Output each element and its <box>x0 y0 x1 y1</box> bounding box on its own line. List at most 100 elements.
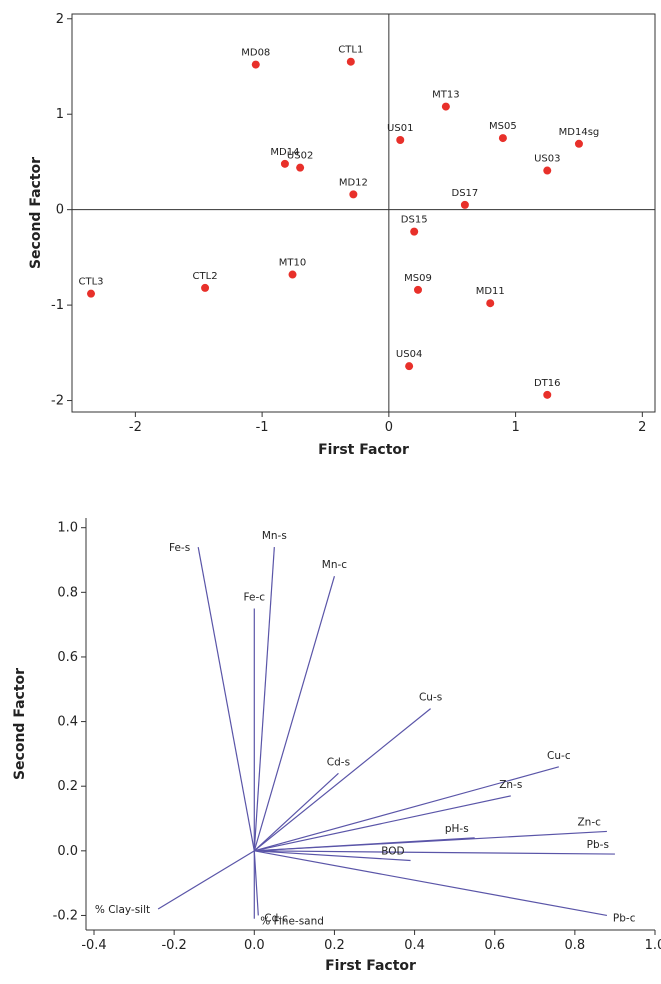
vector-mn-s <box>253 547 275 851</box>
y-tick-label: 0.6 <box>57 650 78 665</box>
x-tick-label: 2 <box>638 420 646 435</box>
point-label-md12: MD12 <box>339 177 368 188</box>
vector-label-cd-s: Cd-s <box>327 756 350 768</box>
vector-fe-s <box>197 546 255 851</box>
point-md08 <box>251 60 260 69</box>
point-label-us01: US01 <box>387 123 413 134</box>
vector-label-cu-c: Cu-c <box>547 750 571 762</box>
y-axis-title: Second Factor <box>28 157 44 269</box>
y-tick-label: -2 <box>51 394 64 409</box>
point-us03 <box>543 166 552 175</box>
y-tick-label: 0.0 <box>57 844 78 859</box>
y-tick-label: -0.2 <box>53 908 78 923</box>
x-tick-label: 0.0 <box>244 938 265 953</box>
y-tick-label: 0.2 <box>57 779 78 794</box>
point-label-ctl3: CTL3 <box>78 277 103 288</box>
point-ms09 <box>413 285 422 294</box>
vector-zn-s <box>254 795 511 852</box>
x-tick-label: -0.2 <box>161 938 186 953</box>
point-md11 <box>486 299 495 308</box>
vector-label-pb-s: Pb-s <box>587 839 609 851</box>
x-tick-label: -0.4 <box>81 938 106 953</box>
point-ms05 <box>498 134 507 143</box>
vector-label-ph-s: pH-s <box>445 823 469 835</box>
vector-label-cd-c: Cd-c <box>264 912 288 924</box>
x-tick-label: 0.4 <box>404 938 425 953</box>
vector-label-fe-c: Fe-c <box>244 591 266 603</box>
y-axis-title: Second Factor <box>12 668 28 780</box>
x-axis-title: First Factor <box>318 442 409 458</box>
point-label-md14: MD14 <box>270 147 299 158</box>
point-ctl1 <box>346 57 355 66</box>
vector-mn-c <box>253 575 336 851</box>
vector-pb-c <box>254 850 608 917</box>
point-md14sg <box>574 139 583 148</box>
vector-label-zn-c: Zn-c <box>577 816 601 828</box>
point-label-us03: US03 <box>534 154 560 165</box>
factor-loading-biplot: -0.4-0.20.00.20.40.60.81.0-0.20.00.20.40… <box>12 518 661 974</box>
point-label-ds17: DS17 <box>452 188 479 199</box>
point-label-mt13: MT13 <box>432 90 459 101</box>
point-us01 <box>396 135 405 144</box>
y-tick-label: -1 <box>51 298 64 313</box>
point-label-ctl1: CTL1 <box>338 45 363 56</box>
point-label-us02: US02 <box>287 151 313 162</box>
x-tick-label: 0 <box>385 420 393 435</box>
y-tick-label: 0.8 <box>57 585 78 600</box>
point-dt16 <box>543 390 552 399</box>
x-tick-label: 0.6 <box>484 938 505 953</box>
vector-ph-s <box>254 837 475 852</box>
point-label-ms09: MS09 <box>404 273 432 284</box>
point-us02 <box>296 163 305 172</box>
point-label-dt16: DT16 <box>534 378 561 389</box>
vector-label-cu-s: Cu-s <box>419 692 442 704</box>
point-md14 <box>280 159 289 168</box>
vector-label-zn-s: Zn-s <box>499 779 522 791</box>
point-label-ds15: DS15 <box>401 215 428 226</box>
vector-label-fe-s: Fe-s <box>169 542 190 554</box>
point-label-us04: US04 <box>396 349 422 360</box>
x-tick-label: -1 <box>256 420 269 435</box>
y-tick-label: 0 <box>56 203 64 218</box>
x-axis-title: First Factor <box>325 958 416 974</box>
x-tick-label: 0.8 <box>565 938 586 953</box>
point-ctl3 <box>87 289 96 298</box>
point-label-md08: MD08 <box>241 48 270 59</box>
y-tick-label: 1 <box>56 107 64 122</box>
vector-pct-clay-silt <box>157 850 255 910</box>
vector-label-pb-c: Pb-c <box>613 912 636 924</box>
y-tick-label: 1.0 <box>57 521 78 536</box>
y-tick-label: 2 <box>56 12 64 27</box>
point-mt13 <box>441 102 450 111</box>
vector-label-pct-fine-sand: % Fine-sand <box>260 916 324 928</box>
vector-pb-s <box>254 850 615 855</box>
vector-cd-s <box>253 772 339 852</box>
vector-label-mn-c: Mn-c <box>322 559 348 571</box>
factor-score-scatter-plot: -2 -1 0 1 2 -2 -1 0 1 2 First Factor Second Factor M… <box>28 12 656 458</box>
point-ds17 <box>460 200 469 209</box>
x-tick-label: 1 <box>511 420 519 435</box>
point-ctl2 <box>201 283 210 292</box>
point-ds15 <box>410 227 419 236</box>
vector-label-pct-clay-silt: % Clay-silt <box>95 904 150 916</box>
point-label-ctl2: CTL2 <box>193 271 218 282</box>
point-mt10 <box>288 270 297 279</box>
point-label-ms05: MS05 <box>489 121 517 132</box>
vector-label-mn-s: Mn-s <box>262 530 287 542</box>
x-tick-label: 1.0 <box>645 938 661 953</box>
plot-frame <box>71 13 656 413</box>
vector-cu-c <box>254 766 559 852</box>
point-label-md14sg: MD14sg <box>559 127 600 138</box>
vector-cu-s <box>253 708 431 852</box>
vector-bod <box>254 850 411 862</box>
point-label-md11: MD11 <box>476 286 505 297</box>
y-tick-label: 0.4 <box>57 715 78 730</box>
point-label-mt10: MT10 <box>279 258 306 269</box>
vector-label-bod: BOD <box>381 846 404 858</box>
x-tick-label: -2 <box>129 420 142 435</box>
point-us04 <box>405 362 414 371</box>
x-tick-label: 0.2 <box>324 938 345 953</box>
vector-cd-c <box>253 850 259 916</box>
point-md12 <box>349 190 358 199</box>
